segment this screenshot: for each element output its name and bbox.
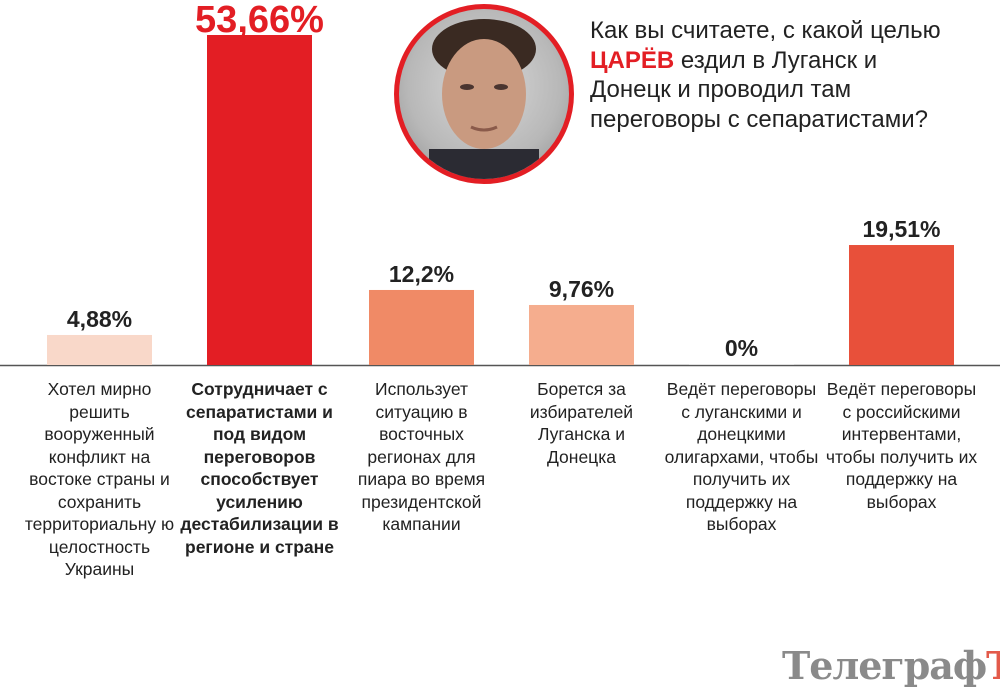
category-label: Борется за избирателей Луганска и Донецк… [529,379,634,467]
data-label: 53,66% [195,0,324,41]
bar [689,364,794,365]
category-label: Ведёт переговоры с российскими интервент… [825,379,978,512]
bar [207,35,312,365]
category-label: Использует ситуацию в восточных регионах… [357,379,486,534]
category-label: Хотел мирно решить вооруженный конфликт … [24,379,175,579]
data-label: 12,2% [389,261,454,287]
data-label: 4,88% [67,306,132,332]
bar [47,334,152,365]
portrait-photo [394,4,574,184]
question-part: ездил в Луганск и Донецк и проводил там … [590,46,928,133]
question-highlight: ЦАРЁВ [590,46,675,74]
bar [529,304,634,365]
bar [849,245,954,365]
data-label: 9,76% [549,276,614,302]
portrait-icon [429,19,539,179]
question-part: Как вы считаете, с какой целью [590,17,941,44]
logo-text-last: Ъ [986,643,1000,688]
category-label: Ведёт переговоры с луганскими и донецким… [664,379,819,534]
telegraf-logo: ТелеграфЪ [782,643,1000,688]
logo-text: Телеграф [782,643,987,688]
data-label: 19,51% [862,216,940,242]
category-label: Сотрудничает с сепаратистами и под видом… [180,379,339,557]
bar [369,289,474,365]
question-text: Как вы считаете, с какой целью ЦАРЁВ езд… [590,16,950,134]
data-label: 0% [725,335,758,361]
